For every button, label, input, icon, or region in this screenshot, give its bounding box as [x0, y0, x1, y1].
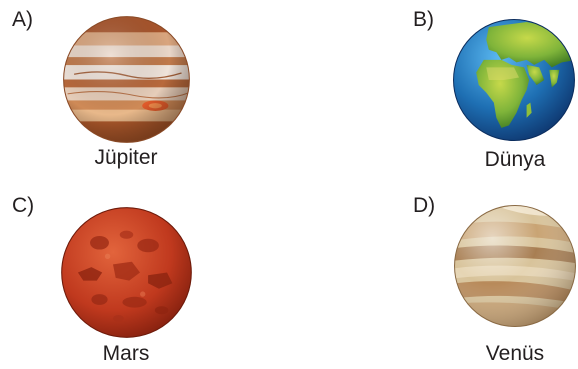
option-d[interactable]: D) Venüs — [400, 185, 578, 365]
option-b[interactable]: B) — [400, 0, 578, 180]
option-letter: C) — [12, 194, 35, 217]
earth-icon — [453, 19, 575, 141]
venus-icon — [454, 205, 576, 327]
planet-name: Mars — [102, 342, 150, 365]
jupiter-icon — [63, 16, 190, 143]
planet-name: Dünya — [484, 148, 546, 171]
option-letter: B) — [413, 8, 434, 31]
option-letter: D) — [413, 194, 436, 217]
option-a[interactable]: A) Jüpi — [0, 0, 200, 180]
planet-name: Jüpiter — [94, 146, 158, 169]
option-c[interactable]: C) Mars — [0, 185, 200, 365]
planet-name: Venüs — [485, 342, 545, 365]
mars-icon — [61, 207, 192, 338]
option-letter: A) — [12, 8, 33, 31]
